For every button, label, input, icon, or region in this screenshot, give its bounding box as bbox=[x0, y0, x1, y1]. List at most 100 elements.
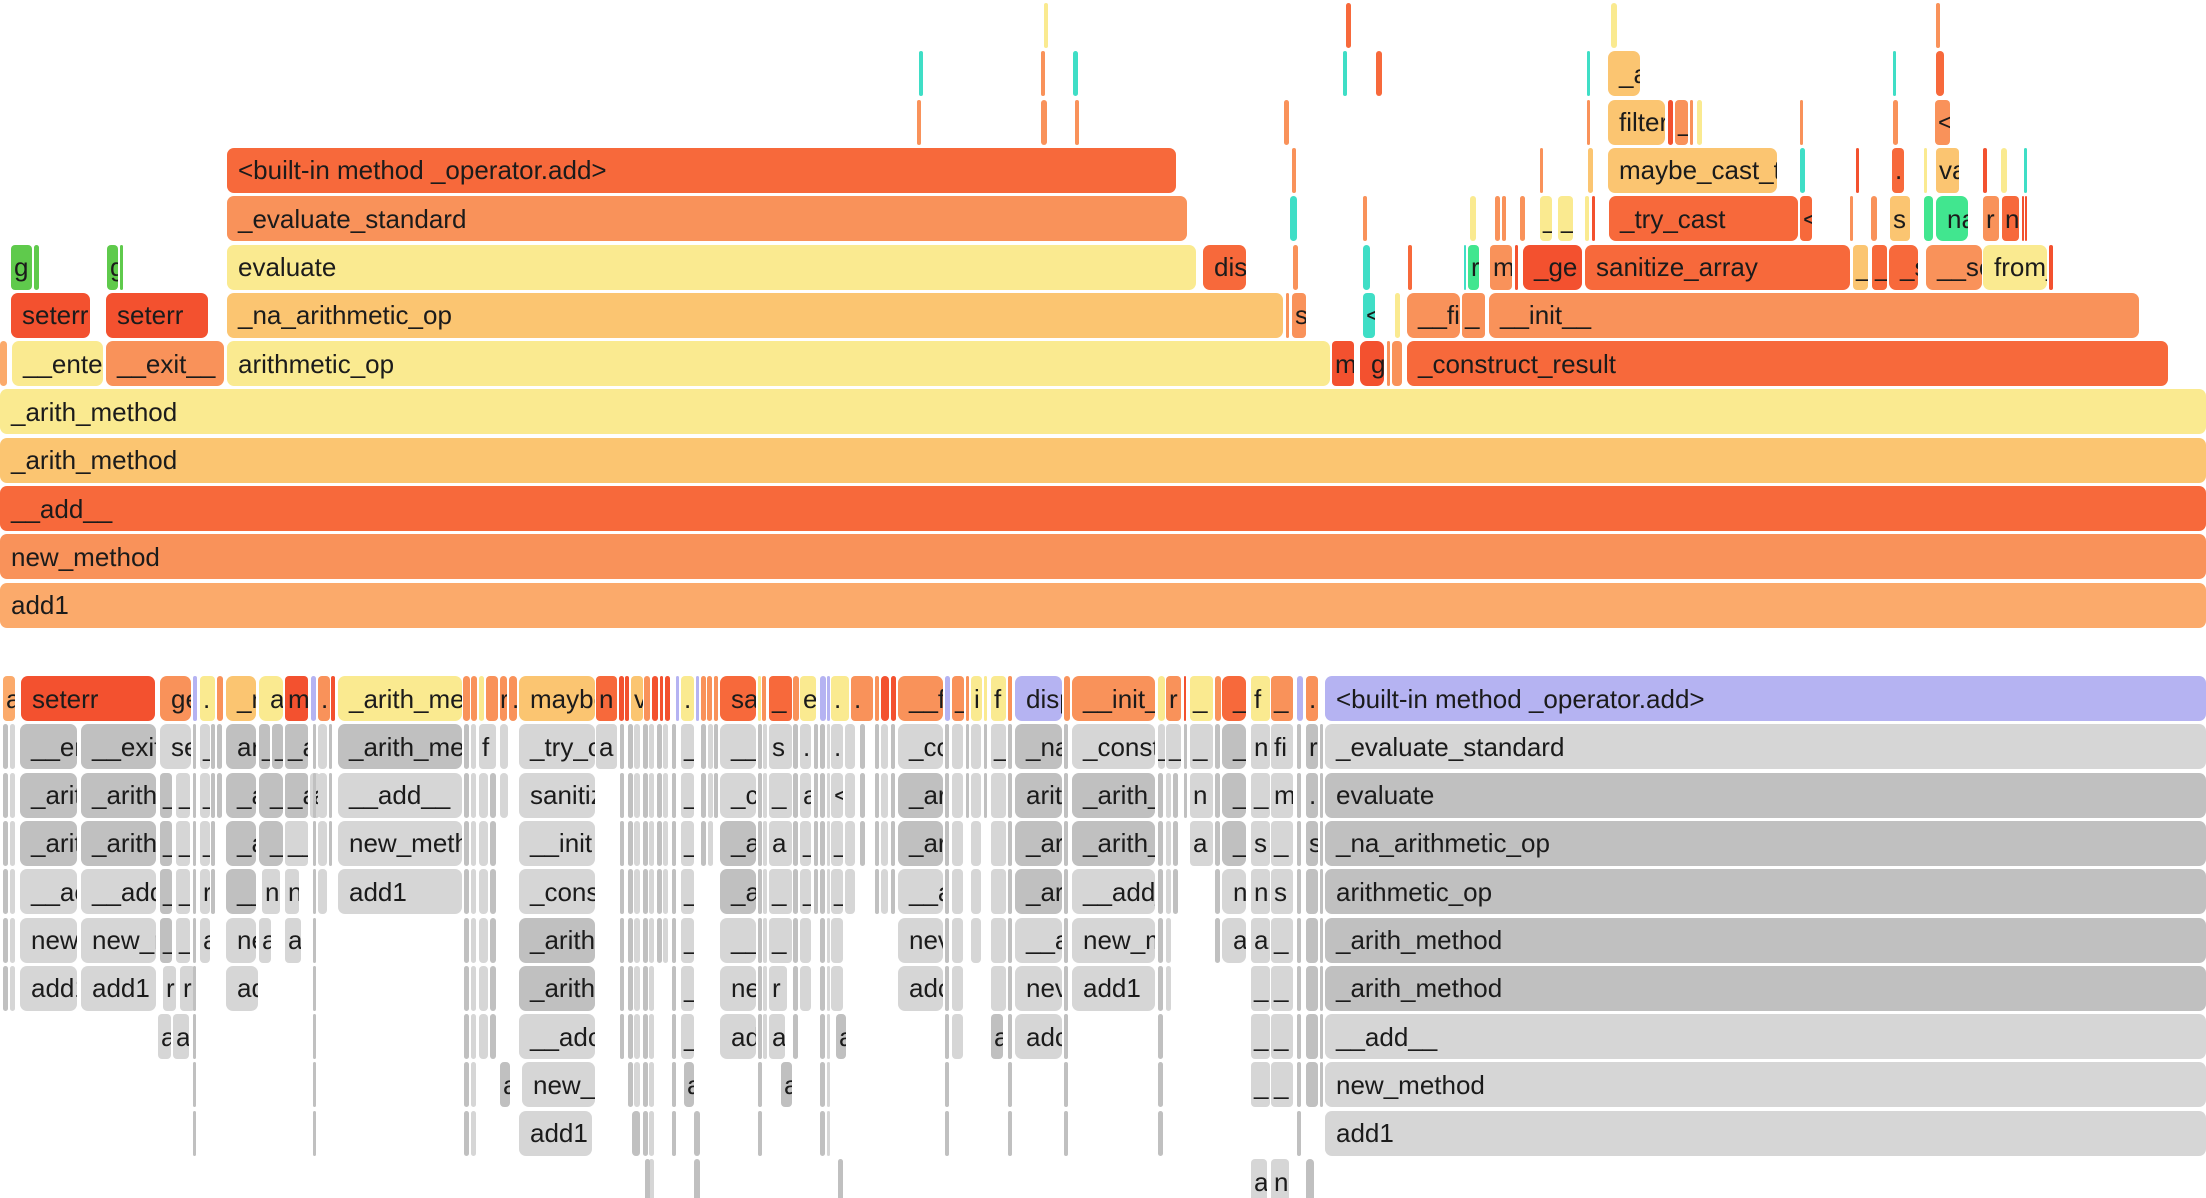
sandwich-frame[interactable] bbox=[318, 869, 327, 915]
flame-frame-filter[interactable]: filter bbox=[1608, 99, 1665, 145]
flame-frame-_try_cast[interactable]: _try_cast bbox=[1609, 196, 1798, 242]
sandwich-frame[interactable] bbox=[820, 724, 825, 770]
sandwich-frame[interactable] bbox=[1320, 1014, 1323, 1060]
sandwich-frame-nev[interactable]: nev bbox=[898, 917, 943, 963]
flame-frame-r[interactable]: r bbox=[1983, 196, 1999, 242]
sandwich-frame-_[interactable]: _ bbox=[769, 676, 792, 721]
flame-frame[interactable] bbox=[1540, 147, 1543, 193]
sandwich-frame[interactable] bbox=[1158, 869, 1163, 915]
sandwich-frame-disp[interactable]: disp bbox=[1015, 676, 1062, 721]
sandwich-frame-v[interactable]: v bbox=[631, 676, 643, 721]
sandwich-frame[interactable] bbox=[313, 1062, 316, 1108]
flame-frame-_evaluate_standard[interactable]: _evaluate_standard bbox=[227, 196, 1187, 242]
sandwich-frame[interactable] bbox=[486, 676, 498, 721]
flame-frame-new_method[interactable]: new_method bbox=[0, 534, 2206, 580]
flame-frame[interactable] bbox=[1502, 196, 1506, 242]
sandwich-frame[interactable] bbox=[3, 917, 8, 963]
sandwich-frame[interactable] bbox=[875, 676, 879, 721]
sandwich-frame-a[interactable]: a bbox=[769, 1014, 785, 1060]
sandwich-frame[interactable] bbox=[1064, 1062, 1068, 1108]
sandwich-frame[interactable] bbox=[793, 724, 798, 770]
sandwich-frame[interactable] bbox=[211, 869, 215, 915]
sandwich-frame[interactable] bbox=[763, 724, 767, 770]
sandwich-frame[interactable] bbox=[1158, 676, 1165, 721]
flame-frame[interactable] bbox=[1044, 3, 1048, 48]
sandwich-frame[interactable] bbox=[984, 676, 987, 721]
sandwich-frame[interactable] bbox=[1320, 772, 1323, 818]
sandwich-frame[interactable] bbox=[945, 1110, 949, 1156]
sandwich-frame[interactable] bbox=[10, 820, 15, 866]
sandwich-frame-_arith[interactable]: _arith bbox=[519, 965, 595, 1011]
sandwich-frame-m[interactable]: m bbox=[285, 676, 308, 721]
sandwich-frame[interactable] bbox=[793, 869, 798, 915]
sandwich-frame-m[interactable]: m bbox=[1271, 772, 1293, 818]
sandwich-frame[interactable] bbox=[313, 869, 316, 915]
sandwich-frame-_a[interactable]: _a bbox=[226, 772, 256, 818]
sandwich-frame[interactable] bbox=[672, 1062, 676, 1108]
sandwich-frame-_[interactable]: _ bbox=[176, 772, 190, 818]
sandwich-frame-_ar[interactable]: _ar bbox=[1015, 869, 1062, 915]
sandwich-frame-__add__[interactable]: __add__ bbox=[1325, 1014, 2206, 1060]
sandwich-frame-n[interactable]: n bbox=[1190, 772, 1213, 818]
sandwich-frame[interactable] bbox=[991, 820, 1006, 866]
sandwich-frame[interactable] bbox=[490, 1014, 496, 1060]
sandwich-frame[interactable] bbox=[620, 917, 624, 963]
flame-frame[interactable] bbox=[2024, 147, 2027, 193]
sandwich-frame-_[interactable]: _ bbox=[160, 772, 172, 818]
sandwich-frame-arit[interactable]: arit bbox=[1015, 772, 1062, 818]
sandwich-frame[interactable] bbox=[694, 1110, 700, 1156]
sandwich-frame-_[interactable]: _ bbox=[200, 772, 210, 818]
sandwich-frame-a[interactable]: a bbox=[3, 676, 15, 721]
flame-frame[interactable] bbox=[1395, 292, 1400, 338]
sandwich-frame[interactable] bbox=[845, 820, 855, 866]
sandwich-frame-_arith_method[interactable]: _arith_method bbox=[1325, 965, 2206, 1011]
sandwich-frame[interactable] bbox=[657, 917, 662, 963]
sandwich-frame[interactable] bbox=[945, 965, 949, 1011]
sandwich-frame-_arith_method[interactable]: _arith_method bbox=[1325, 917, 2206, 963]
sandwich-frame[interactable] bbox=[672, 772, 676, 818]
sandwich-frame[interactable] bbox=[1297, 1014, 1301, 1060]
sandwich-frame[interactable] bbox=[1184, 772, 1187, 818]
sandwich-frame-_[interactable]: _ bbox=[1251, 772, 1270, 818]
sandwich-frame[interactable] bbox=[971, 724, 981, 770]
sandwich-frame[interactable] bbox=[628, 1062, 633, 1108]
sandwich-frame-_[interactable]: _ bbox=[681, 869, 694, 915]
sandwich-frame[interactable] bbox=[620, 724, 624, 770]
sandwich-frame[interactable] bbox=[490, 869, 496, 915]
sandwich-frame[interactable] bbox=[762, 676, 766, 721]
sandwich-frame-_a[interactable]: _a bbox=[1222, 724, 1246, 770]
flame-frame[interactable] bbox=[1346, 3, 1351, 48]
sandwich-frame-__init[interactable]: __init bbox=[519, 820, 595, 866]
sandwich-frame[interactable] bbox=[1008, 772, 1012, 818]
sandwich-frame-[interactable]: . bbox=[1306, 772, 1318, 818]
sandwich-frame[interactable] bbox=[471, 820, 476, 866]
sandwich-frame[interactable] bbox=[814, 772, 818, 818]
sandwich-frame-n[interactable]: n bbox=[285, 869, 299, 915]
sandwich-frame[interactable] bbox=[318, 820, 327, 866]
sandwich-frame[interactable] bbox=[1306, 1014, 1318, 1060]
sandwich-frame[interactable] bbox=[714, 772, 718, 818]
sandwich-frame[interactable] bbox=[1158, 820, 1163, 866]
sandwich-frame[interactable] bbox=[313, 820, 316, 866]
sandwich-frame[interactable] bbox=[217, 772, 222, 818]
flame-frame[interactable] bbox=[1690, 99, 1693, 145]
sandwich-frame[interactable] bbox=[758, 1062, 762, 1108]
sandwich-frame[interactable] bbox=[672, 1110, 676, 1156]
sandwich-frame[interactable] bbox=[820, 676, 826, 721]
sandwich-frame-__[interactable]: __ bbox=[285, 820, 308, 866]
sandwich-frame[interactable] bbox=[1008, 1110, 1012, 1156]
flame-frame[interactable] bbox=[1293, 244, 1298, 290]
sandwich-frame[interactable] bbox=[1320, 869, 1323, 915]
sandwich-frame[interactable] bbox=[860, 724, 865, 770]
flame-frame-_a[interactable]: _a bbox=[1608, 51, 1640, 97]
sandwich-frame-__[interactable]: __ bbox=[720, 724, 756, 770]
sandwich-frame[interactable] bbox=[758, 917, 762, 963]
sandwich-frame[interactable] bbox=[649, 1110, 654, 1156]
sandwich-frame[interactable] bbox=[193, 917, 196, 963]
sandwich-frame-new_r[interactable]: new_r bbox=[81, 917, 156, 963]
sandwich-frame-ac[interactable]: ac bbox=[1222, 917, 1246, 963]
sandwich-frame[interactable] bbox=[991, 917, 1006, 963]
sandwich-frame[interactable] bbox=[464, 724, 469, 770]
sandwich-frame-new_r[interactable]: new_r bbox=[522, 1062, 595, 1108]
sandwich-frame-r[interactable]: r bbox=[180, 965, 195, 1011]
